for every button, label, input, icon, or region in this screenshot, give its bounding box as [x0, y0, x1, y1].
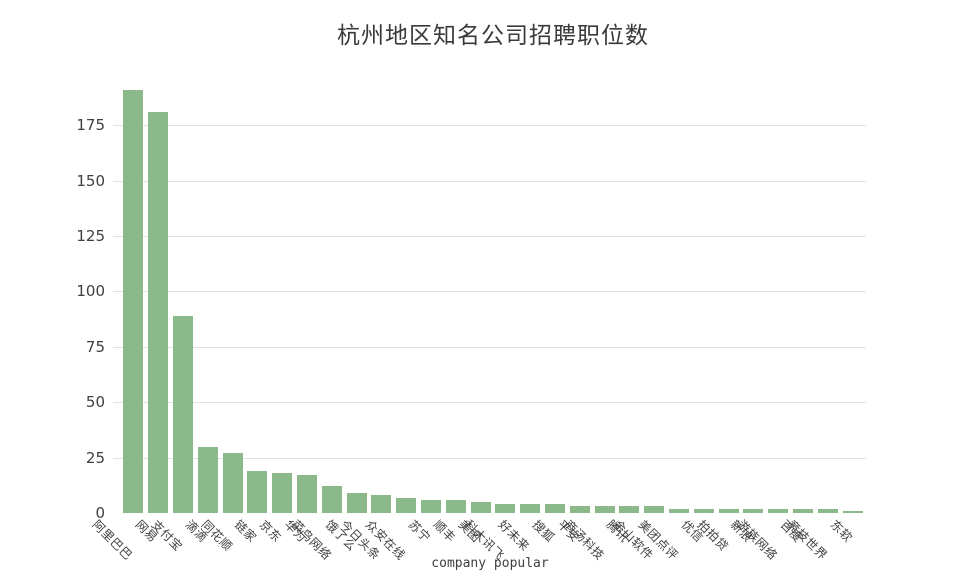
bar-游族网络 [768, 508, 789, 513]
bar-商汤科技 [594, 506, 615, 513]
bar-科大讯飞 [495, 504, 516, 513]
bar-同花顺 [222, 453, 243, 513]
bar-美团点评 [669, 508, 689, 513]
x-tick-label-东软: 东软 [827, 517, 855, 546]
y-tick-label: 100 [76, 282, 105, 301]
gridline-y125 [113, 236, 866, 237]
x-tick-label-顺丰: 顺丰 [430, 517, 459, 546]
y-tick-label: 125 [76, 227, 105, 245]
y-tick-label: 175 [76, 116, 105, 135]
bar-金山软件 [644, 506, 665, 513]
bar-美图 [470, 501, 491, 513]
bar-菜鸟网络 [321, 486, 342, 513]
gridline-y25 [113, 457, 866, 459]
bar-东软 [842, 510, 863, 513]
x-tick-label-京东: 京东 [256, 517, 285, 546]
bar-京东 [272, 473, 293, 513]
y-tick-label: 25 [85, 448, 105, 467]
y-tick-label: 75 [85, 337, 105, 356]
bar-支付宝 [173, 315, 193, 513]
y-tick-label: 50 [85, 393, 105, 412]
bar-饿了么 [346, 493, 367, 513]
gridline-y50 [113, 402, 866, 404]
bar-百度 [793, 508, 813, 513]
bar-滴滴 [197, 446, 218, 513]
bar-好未来 [520, 504, 541, 513]
bar-顺丰 [445, 499, 466, 513]
bar-华为 [297, 475, 317, 513]
bar-众安在线 [396, 497, 417, 513]
bar-阿里巴巴 [123, 89, 144, 513]
bar-链家 [247, 470, 268, 513]
bar-腾讯 [619, 506, 640, 513]
gridline-y100 [113, 291, 866, 293]
y-tick-label: 0 [95, 504, 105, 522]
x-axis-title: company popular [431, 556, 549, 571]
bar-拍拍贷 [718, 508, 739, 513]
bar-竞技世界 [817, 508, 838, 513]
bar-优信 [693, 508, 714, 513]
gridline-y75 [113, 346, 866, 348]
bar-新浪 [743, 508, 764, 513]
bar-网易 [148, 111, 169, 513]
x-tick-label-苏宁: 苏宁 [405, 517, 434, 546]
bar-苏宁 [421, 499, 441, 513]
bar-平安 [569, 506, 590, 513]
gridline-y150 [113, 180, 866, 182]
chart-title: 杭州地区知名公司招聘职位数 [337, 23, 649, 49]
bar-搜狐 [545, 504, 565, 513]
bar-今日头条 [371, 495, 392, 513]
y-tick-label: 150 [76, 171, 105, 190]
x-tick-label-搜狐: 搜狐 [529, 517, 558, 546]
gridline-y175 [113, 125, 866, 127]
